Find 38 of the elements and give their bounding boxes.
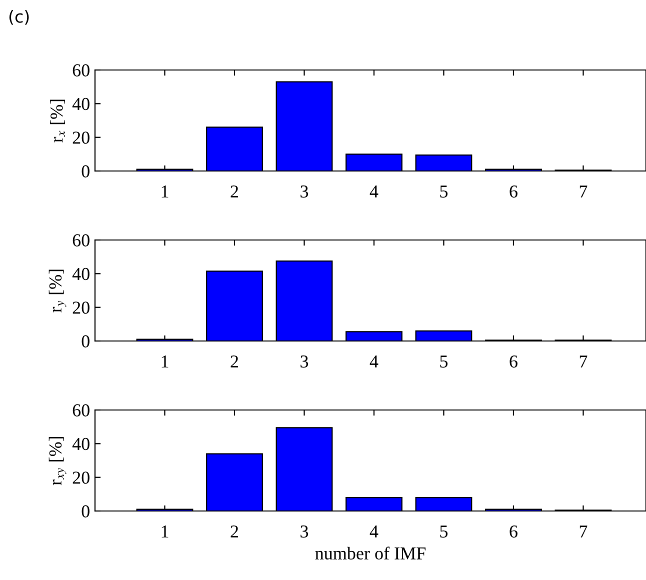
x-tick-label: 3 — [300, 355, 308, 368]
x-tick-label: 6 — [510, 185, 518, 198]
x-tick-label: 6 — [510, 525, 518, 538]
y-axis-title: r$_{x}$ [%] — [50, 100, 66, 142]
x-tick-label: 2 — [230, 185, 238, 198]
y-tick-label: 60 — [72, 234, 90, 246]
x-tick-label: 5 — [440, 526, 448, 538]
text: (c) — [9, 10, 29, 25]
x-tick-label: 5 — [440, 186, 448, 198]
y-axis-title: r$_{xy}$ [%] — [48, 436, 66, 486]
y-tick-label: 0 — [82, 505, 90, 518]
x-tick-label: 1 — [162, 526, 168, 538]
x-tick-label: 3 — [300, 525, 308, 538]
y-tick-label: 60 — [72, 64, 90, 76]
x-tick-label: 7 — [580, 186, 588, 198]
x-tick-label: 3 — [300, 185, 308, 198]
y-tick-label: 40 — [72, 268, 90, 280]
x-tick-label: 4 — [370, 356, 378, 368]
x-tick-label: 7 — [580, 526, 588, 538]
x-tick-label: 1 — [162, 186, 168, 198]
y-tick-label: 40 — [72, 438, 90, 450]
x-tick-label: 2 — [230, 525, 238, 538]
x-tick-label: 6 — [510, 355, 518, 368]
x-axis-title: number of IMF — [315, 546, 426, 560]
y-tick-label: 0 — [82, 165, 90, 178]
x-tick-label: 7 — [580, 356, 588, 368]
x-tick-label: 4 — [370, 186, 378, 198]
y-tick-label: 20 — [72, 132, 90, 144]
y-tick-label: 20 — [72, 302, 90, 314]
x-tick-label: 1 — [162, 356, 168, 368]
y-tick-label: 60 — [72, 404, 90, 416]
x-tick-label: 5 — [440, 356, 448, 368]
y-tick-label: 40 — [72, 98, 90, 110]
y-tick-label: 20 — [72, 472, 90, 484]
x-tick-label: 4 — [370, 526, 378, 538]
y-tick-label: 0 — [82, 335, 90, 348]
x-tick-label: 2 — [230, 355, 238, 368]
y-axis-title: r$_{y}$ [%] — [48, 270, 66, 312]
